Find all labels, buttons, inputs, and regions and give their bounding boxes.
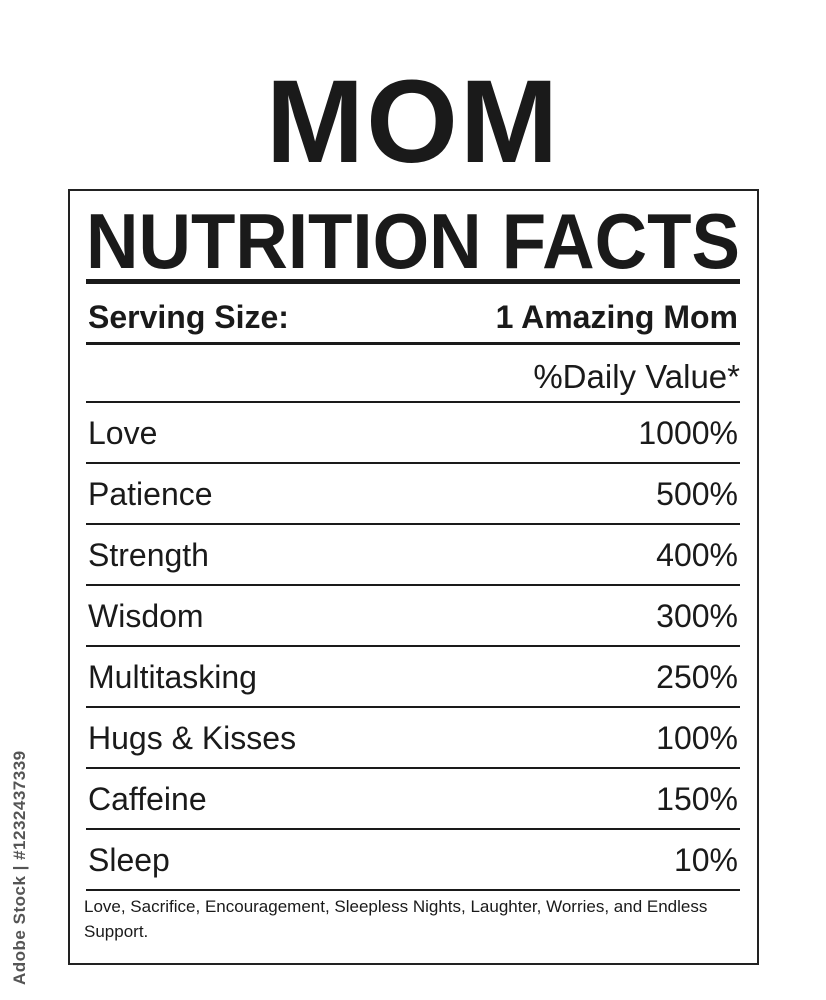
thick-divider — [86, 279, 740, 284]
divider — [86, 523, 740, 525]
nutrient-name: Strength — [88, 537, 209, 573]
divider — [86, 889, 740, 891]
nutrition-facts-heading: NUTRITION FACTS — [86, 197, 740, 285]
nutrition-label-border — [68, 189, 759, 965]
nutrient-row: Strength 400% — [88, 526, 738, 584]
nutrient-value: 100% — [656, 720, 738, 756]
divider — [86, 828, 740, 830]
nutrient-name: Wisdom — [88, 598, 204, 634]
nutrient-row: Multitasking 250% — [88, 648, 738, 706]
nutrient-value: 10% — [673, 842, 738, 878]
divider — [86, 462, 740, 464]
serving-size-row: Serving Size: 1 Amazing Mom — [88, 296, 738, 338]
watermark: Adobe Stock | #1232437339 — [10, 750, 29, 985]
nutrient-value: 500% — [656, 476, 738, 512]
nutrient-name: Hugs & Kisses — [88, 720, 297, 756]
nutrient-value: 400% — [656, 537, 738, 573]
nutrient-value: 300% — [656, 598, 738, 634]
page-title: MOM — [265, 56, 561, 188]
nutrient-row: Caffeine 150% — [88, 770, 738, 828]
nutrient-value: 250% — [656, 659, 738, 695]
nutrient-name: Multitasking — [88, 659, 257, 695]
nutrient-name: Sleep — [88, 842, 170, 878]
nutrient-value: 150% — [656, 781, 738, 817]
footnote: Love, Sacrifice, Encouragement, Sleeples… — [84, 897, 708, 941]
serving-size-value: 1 Amazing Mom — [495, 299, 738, 335]
nutrient-row: Love 1000% — [88, 404, 738, 462]
nutrient-name: Caffeine — [88, 781, 207, 817]
divider — [86, 706, 740, 708]
nutrient-name: Patience — [88, 476, 213, 512]
nutrient-row: Patience 500% — [88, 465, 738, 523]
nutrient-row: Sleep 10% — [88, 831, 738, 889]
divider — [86, 401, 740, 403]
divider — [86, 584, 740, 586]
divider — [86, 767, 740, 769]
nutrient-value: 1000% — [638, 415, 738, 451]
daily-value-header: %Daily Value* — [533, 358, 740, 395]
divider — [86, 645, 740, 647]
serving-size-label: Serving Size: — [88, 299, 289, 335]
divider — [86, 342, 740, 345]
nutrient-row: Hugs & Kisses 100% — [88, 709, 738, 767]
nutrient-name: Love — [88, 415, 158, 451]
nutrient-row: Wisdom 300% — [88, 587, 738, 645]
